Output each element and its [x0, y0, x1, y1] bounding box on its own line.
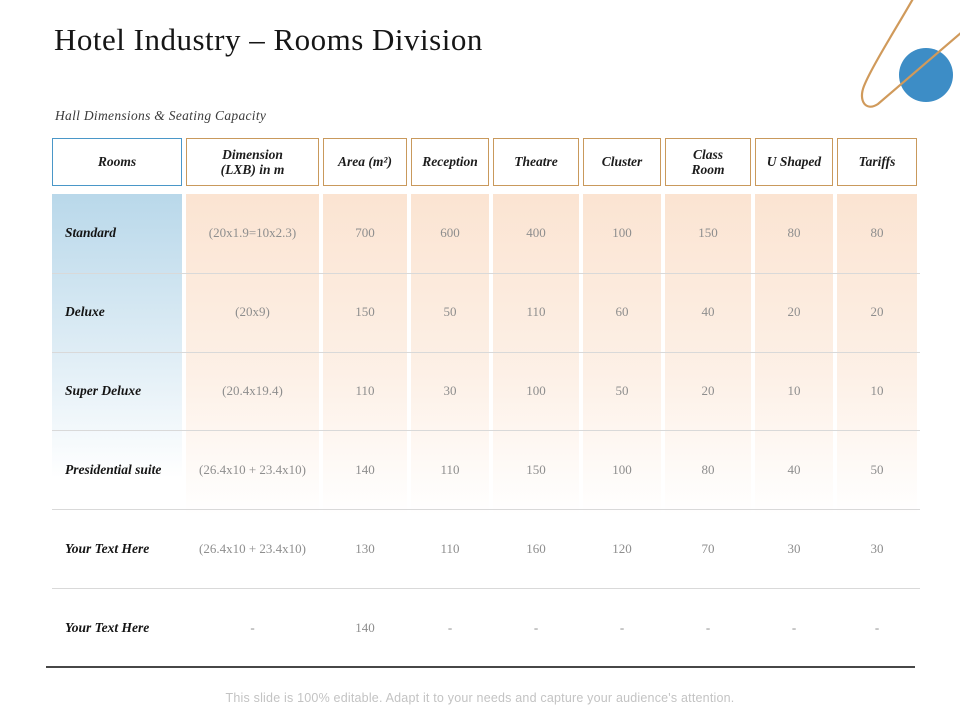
- row-label: Your Text Here: [65, 619, 150, 635]
- table-cell: 40: [787, 461, 801, 477]
- row-label: Your Text Here: [65, 540, 150, 556]
- table-cell: 110: [526, 304, 546, 320]
- row-label: Super Deluxe: [65, 383, 142, 399]
- bottom-divider: [46, 666, 915, 668]
- footer-note: This slide is 100% editable. Adapt it to…: [225, 691, 735, 705]
- header-cell-reception: Reception: [411, 138, 489, 186]
- decorative-loop-and-circle-icon: [860, 0, 960, 108]
- table-cell: (26.4x10 + 23.4x10): [199, 540, 306, 556]
- table-cell: -: [619, 619, 625, 635]
- slide-title: Hotel Industry – Rooms Division: [54, 22, 483, 57]
- table-cell: 110: [355, 383, 375, 399]
- table-cell: -: [705, 619, 711, 635]
- header-cell-theatre: Theatre: [493, 138, 579, 186]
- decorative-circle: [899, 48, 953, 102]
- table-cell: 140: [355, 619, 375, 635]
- table-cell: 20: [870, 304, 884, 320]
- table-cell: 160: [526, 540, 546, 556]
- row-label: Presidential suite: [65, 461, 162, 477]
- table-cell: (26.4x10 + 23.4x10): [199, 461, 306, 477]
- table-cell: -: [874, 619, 880, 635]
- table-cell: 70: [701, 540, 715, 556]
- table-cell: 10: [870, 383, 884, 399]
- header-cell-classroom: Class Room: [665, 138, 751, 186]
- table-cell: -: [250, 619, 255, 635]
- row-separator: [52, 273, 920, 274]
- table-cell: (20x9): [235, 304, 270, 320]
- header-cell-cluster: Cluster: [583, 138, 661, 186]
- table-cell: 400: [526, 225, 546, 241]
- row-label: Deluxe: [65, 304, 105, 320]
- table-cell: 80: [870, 225, 884, 241]
- table-cell: 600: [440, 225, 460, 241]
- table-cell: (20.4x19.4): [222, 383, 283, 399]
- table-caption: Hall Dimensions & Seating Capacity: [55, 108, 267, 123]
- table-cell: 20: [701, 383, 715, 399]
- header-cell-dimension: Dimension (LXB) in m: [186, 138, 319, 186]
- table-cell: -: [447, 619, 453, 635]
- table-header-row: Rooms Dimension (LXB) in m Area (m²) Rec…: [52, 138, 920, 186]
- table-cell: 100: [612, 461, 632, 477]
- table-cell: 700: [355, 225, 375, 241]
- table-cell: 80: [787, 225, 801, 241]
- table-cell: 150: [526, 461, 546, 477]
- table-cell: 20: [787, 304, 801, 320]
- table-cell: 60: [615, 304, 629, 320]
- header-cell-area: Area (m²): [323, 138, 407, 186]
- header-cell-rooms: Rooms: [52, 138, 182, 186]
- table-cell: 110: [440, 540, 460, 556]
- table-cell: 100: [526, 383, 546, 399]
- table-cell: 130: [355, 540, 375, 556]
- decorative-loop-line: [860, 0, 960, 108]
- table-cell: 80: [701, 461, 715, 477]
- table-cell: -: [533, 619, 539, 635]
- table-cell: 50: [443, 304, 457, 320]
- table-cell: 150: [698, 225, 718, 241]
- table-cell: 30: [787, 540, 801, 556]
- table-cell: 30: [870, 540, 884, 556]
- table-cell: 40: [701, 304, 715, 320]
- table-cell: (20x1.9=10x2.3): [208, 225, 297, 241]
- corner-decoration: [830, 0, 960, 130]
- row-label: Standard: [65, 225, 117, 241]
- header-cell-tariffs: Tariffs: [837, 138, 917, 186]
- row-separator: [52, 509, 920, 510]
- table-cell: 50: [615, 383, 629, 399]
- row-separator: [52, 352, 920, 353]
- table-cell: 50: [870, 461, 884, 477]
- table-cell: 30: [443, 383, 457, 399]
- header-cell-ushaped: U Shaped: [755, 138, 833, 186]
- table-body: Standard Deluxe Super Deluxe Presidentia…: [52, 194, 920, 667]
- table-cell: 110: [440, 461, 460, 477]
- table-cell: 150: [355, 304, 375, 320]
- table-cell: 100: [612, 225, 632, 241]
- row-separator: [52, 588, 920, 589]
- table-cell: 140: [355, 461, 375, 477]
- table-cell: 10: [787, 383, 801, 399]
- table-cell: 120: [612, 540, 632, 556]
- table-cell: -: [791, 619, 797, 635]
- row-separator: [52, 430, 920, 431]
